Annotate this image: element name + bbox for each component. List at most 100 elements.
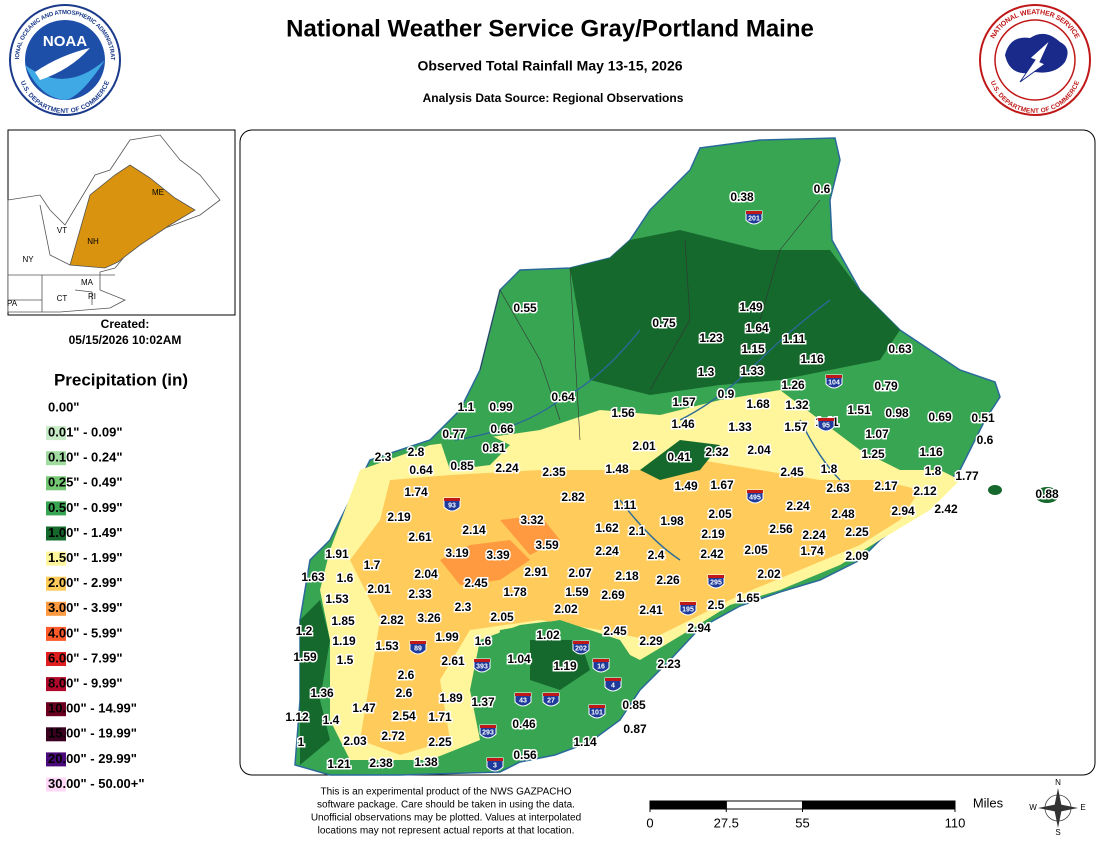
legend-label: 0.50" - 0.99"	[48, 500, 122, 515]
legend-label: 30.00" - 50.00+"	[48, 776, 145, 791]
legend-label: 15.00" - 19.99"	[48, 726, 137, 741]
rainfall-value: 1.57	[784, 420, 808, 434]
rainfall-value: 1.6	[475, 634, 492, 648]
disclaimer: This is an experimental product of the N…	[311, 787, 581, 837]
disclaimer-line: This is an experimental product of the N…	[320, 787, 571, 798]
highway-shield-top	[487, 758, 503, 761]
rainfall-value: 1.07	[865, 427, 889, 441]
compass-labels: N E S W	[1029, 778, 1085, 837]
highway-shield	[592, 658, 610, 673]
rainfall-value: 1.02	[536, 628, 560, 642]
rainfall-value: 3.19	[445, 546, 469, 560]
compass-label: S	[1055, 828, 1060, 837]
legend-swatch	[46, 601, 66, 616]
rainfall-value: 0.64	[551, 390, 575, 404]
legend-label: 2.00" - 2.99"	[48, 575, 122, 590]
rainfall-value: 0.88	[1035, 487, 1059, 501]
legend-label: 20.00" - 29.99"	[48, 751, 137, 766]
highway-shield	[572, 640, 590, 655]
rainfall-value: 1.74	[800, 544, 824, 558]
rainfall-value: 2.5	[708, 598, 725, 612]
title: National Weather Service Gray/Portland M…	[286, 15, 814, 42]
rainfall-value: 1.64	[745, 321, 769, 335]
rainfall-value: 2.45	[464, 576, 488, 590]
rainfall-value: 2.25	[428, 735, 452, 749]
legend-swatch	[46, 576, 66, 591]
scale-tick-label: 55	[795, 815, 809, 830]
rainfall-value: 1.89	[439, 691, 463, 705]
rainfall-value: 1.5	[337, 653, 354, 667]
legend-swatch	[46, 702, 66, 717]
rainfall-value: 2.19	[387, 510, 411, 524]
rainfall-value: 2.01	[632, 439, 656, 453]
rainfall-value: 1.56	[611, 406, 635, 420]
rainfall-value: 0.98	[885, 406, 909, 420]
rainfall-value: 0.41	[667, 450, 691, 464]
rainfall-value: 2.54	[392, 709, 416, 723]
rainfall-value: 2.29	[639, 634, 663, 648]
rainfall-value: 0.38	[730, 190, 754, 204]
rainfall-value: 1.74	[404, 485, 428, 499]
highway-shield	[825, 374, 843, 389]
highway-shield-top	[826, 375, 842, 378]
rainfall-value: 2.19	[701, 527, 725, 541]
rainfall-value: 1.11	[614, 498, 637, 512]
rainfall-value: 2.05	[708, 507, 732, 521]
rainfall-value: 1.65	[736, 591, 760, 605]
highway-label: 393	[476, 663, 488, 670]
rainfall-value: 2.38	[369, 756, 393, 770]
rainfall-value: 2.24	[595, 544, 619, 558]
legend-label: 10.00" - 14.99"	[48, 701, 137, 716]
inset-map: ME VT NH NY MA CT RI PA	[7, 129, 236, 316]
rainfall-value: 1.16	[800, 352, 824, 366]
rainfall-value: 1.53	[325, 592, 349, 606]
highway-shield	[746, 489, 764, 504]
rainfall-value: 2.1	[629, 524, 646, 538]
highway-label: 43	[519, 697, 527, 704]
scale-segment	[649, 800, 727, 810]
rainfall-value: 2.23	[657, 657, 681, 671]
highway-shield	[443, 497, 461, 512]
rainfall-value: 2.42	[934, 502, 958, 516]
compass-label: N	[1055, 778, 1061, 787]
legend-label: 4.00" - 5.99"	[48, 625, 122, 640]
rainfall-value: 1.46	[671, 417, 695, 431]
rainfall-value: 1.26	[781, 378, 805, 392]
rainfall-value: 2.35	[542, 465, 566, 479]
rainfall-value: 1.04	[507, 652, 531, 666]
scale-unit: Miles	[973, 795, 1004, 810]
rainfall-value: 3.59	[535, 538, 559, 552]
rainfall-value: 1.98	[660, 514, 684, 528]
rainfall-value: 2.45	[603, 624, 627, 638]
rainfall-value: 1.67	[710, 478, 734, 492]
rainfall-value: 0.99	[489, 400, 513, 414]
legend-label: 3.00" - 3.99"	[48, 600, 122, 615]
rainfall-value: 2.42	[700, 547, 724, 561]
rainfall-value: 1.62	[595, 521, 619, 535]
rainfall-value: 0.64	[409, 463, 433, 477]
highway-label: 195	[682, 606, 694, 613]
rainfall-value: 2.05	[744, 543, 768, 557]
inset-label: PA	[7, 299, 18, 308]
highway-label: 104	[828, 379, 840, 386]
rainfall-value: 2.02	[554, 602, 578, 616]
highway-shield-top	[573, 641, 589, 644]
rainfall-value: 2.82	[561, 490, 585, 504]
rainfall-value: 0.66	[490, 422, 514, 436]
rainfall-value: 1.19	[553, 659, 577, 673]
rainfall-value: 1.33	[740, 364, 764, 378]
rainfall-value: 2.09	[845, 549, 869, 563]
highway-shield	[707, 574, 725, 589]
scale-segment	[802, 800, 956, 810]
rainfall-value: 1.49	[739, 300, 763, 314]
rainfall-value: 2.24	[786, 499, 810, 513]
rainfall-value: 2.91	[524, 565, 548, 579]
rainfall-value: 1.3	[698, 365, 715, 379]
highway-shield-top	[474, 659, 490, 662]
highway-label: 89	[414, 645, 422, 652]
highway-shield-top	[593, 659, 609, 662]
rainfall-value: 2.26	[656, 573, 680, 587]
rainfall-value: 2.3	[455, 600, 472, 614]
rainfall-value: 1.32	[785, 398, 809, 412]
rainfall-value: 1.8	[925, 464, 942, 478]
